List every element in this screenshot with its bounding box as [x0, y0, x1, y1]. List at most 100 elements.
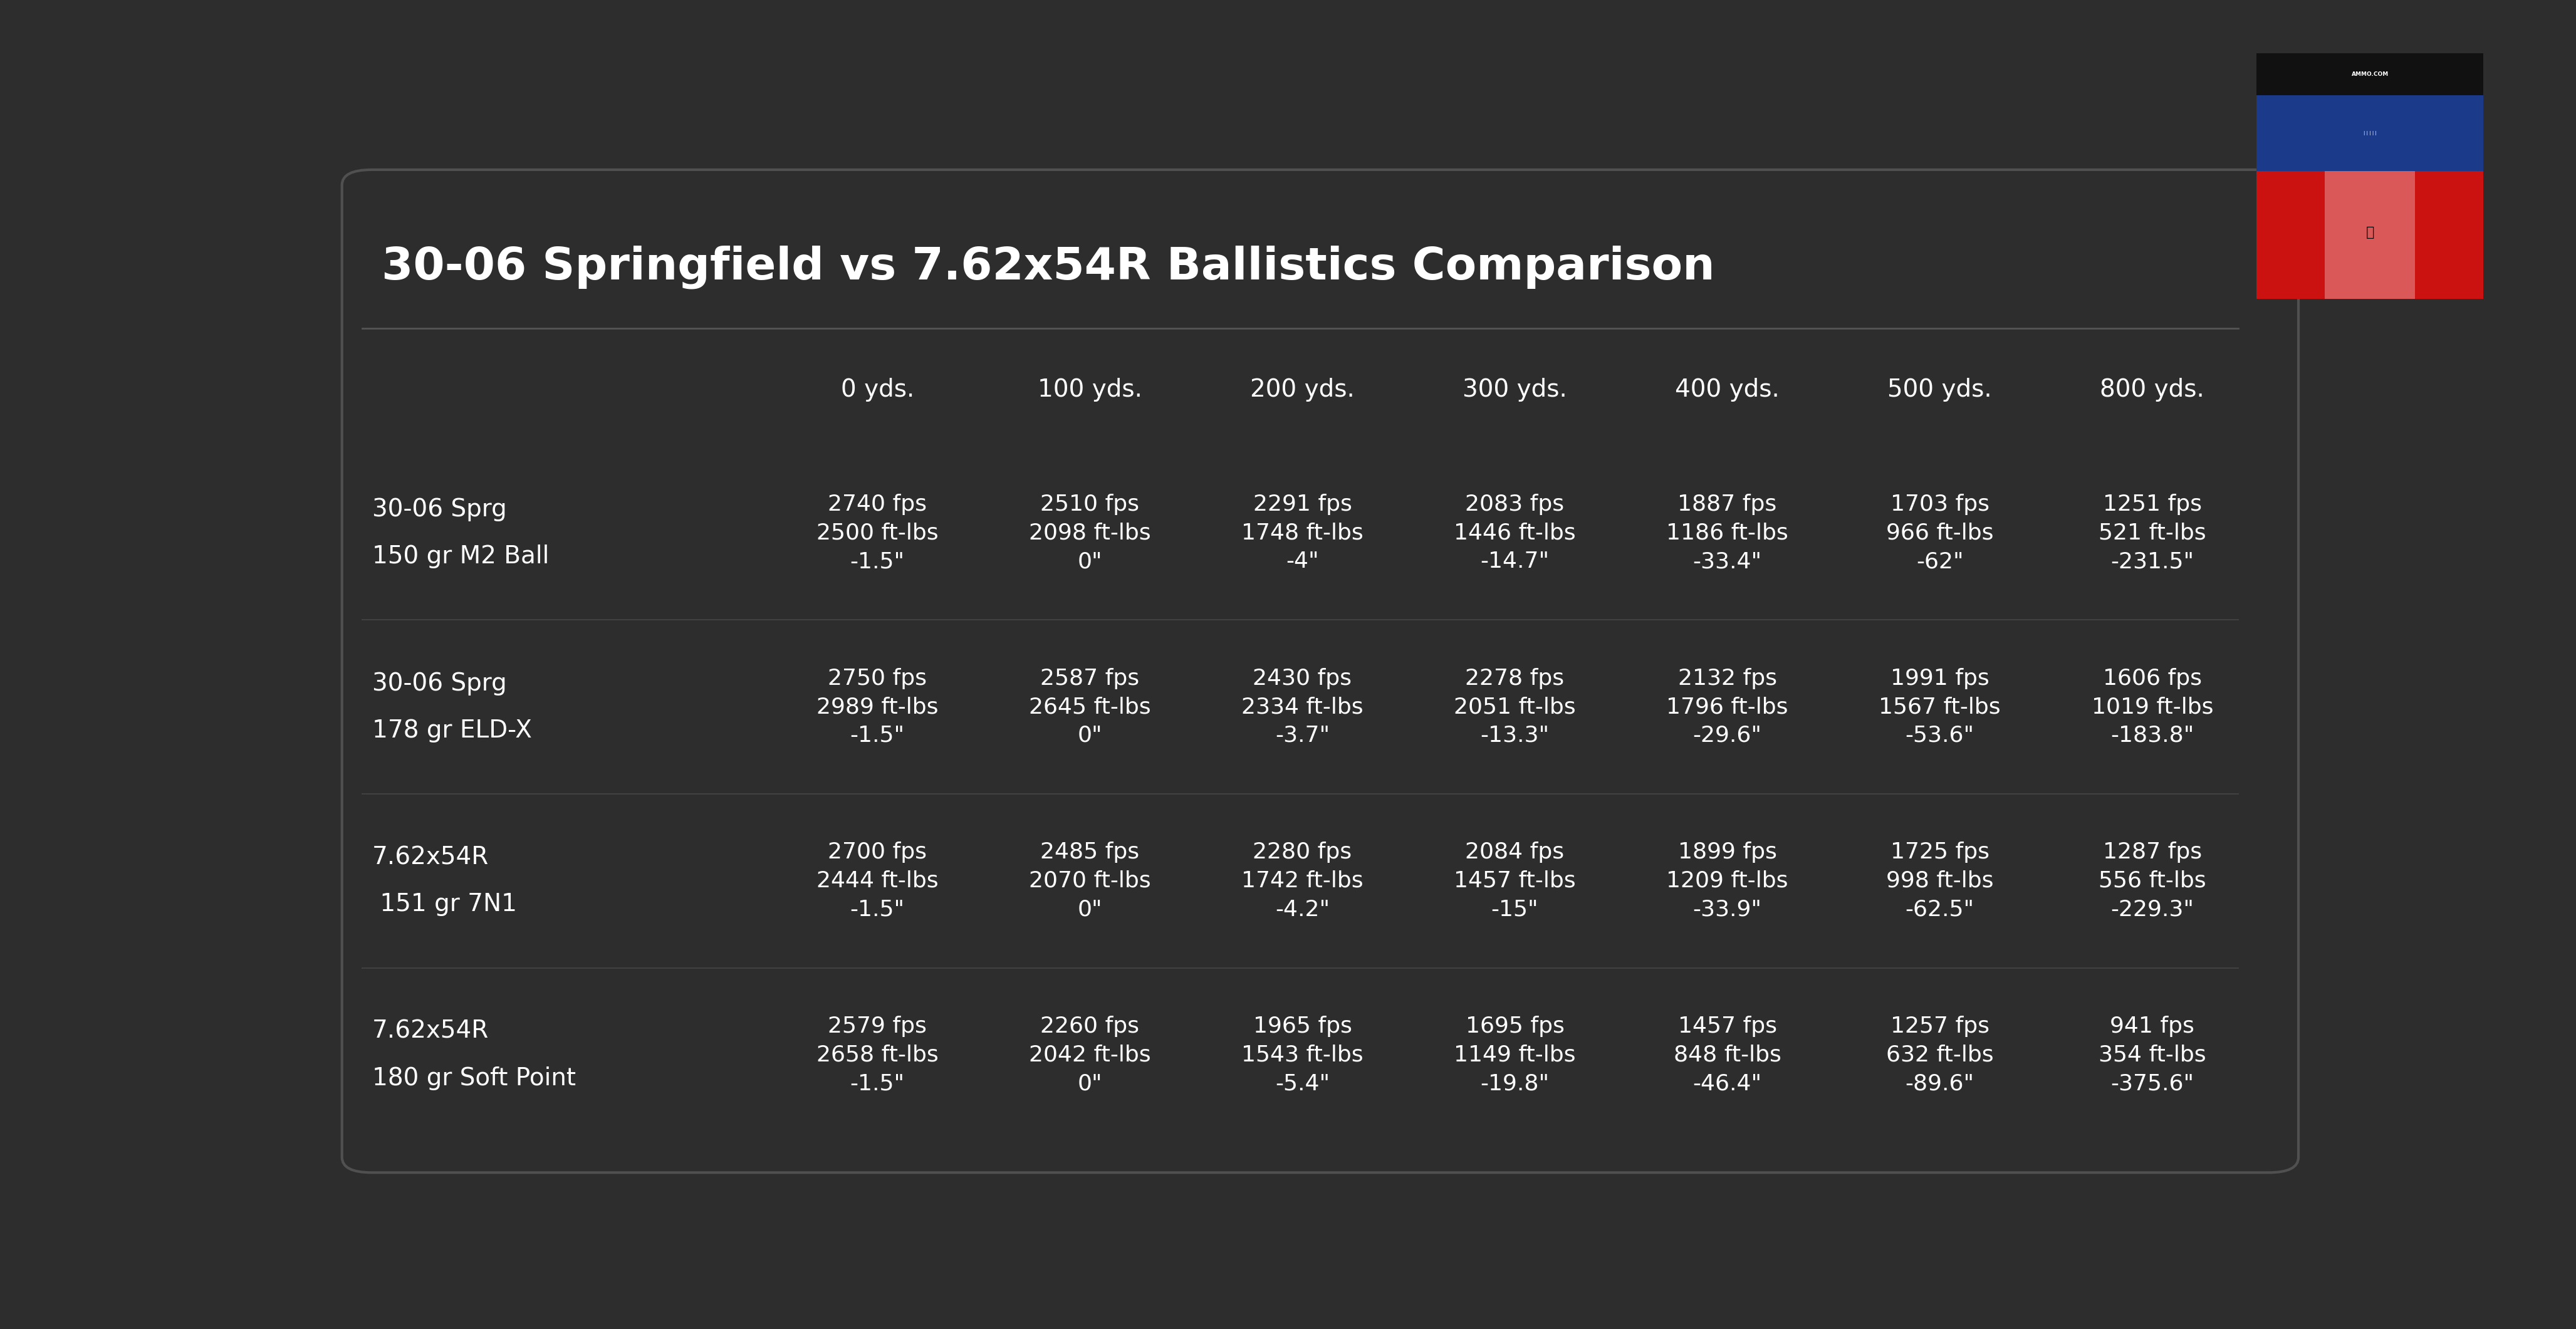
- Text: 200 yds.: 200 yds.: [1249, 377, 1355, 401]
- Text: 521 ft-lbs: 521 ft-lbs: [2099, 522, 2205, 544]
- Text: 1257 fps: 1257 fps: [1891, 1015, 1989, 1037]
- Text: AMMO.COM: AMMO.COM: [2352, 72, 2388, 77]
- Text: 30-06 Sprg: 30-06 Sprg: [371, 497, 507, 521]
- Text: -14.7": -14.7": [1481, 552, 1548, 573]
- Text: -375.6": -375.6": [2110, 1073, 2195, 1094]
- Text: 1748 ft-lbs: 1748 ft-lbs: [1242, 522, 1363, 544]
- Text: 1695 fps: 1695 fps: [1466, 1015, 1564, 1037]
- Text: 1796 ft-lbs: 1796 ft-lbs: [1667, 696, 1788, 718]
- Text: 30-06 Springfield vs 7.62x54R Ballistics Comparison: 30-06 Springfield vs 7.62x54R Ballistics…: [381, 245, 1716, 288]
- Text: 1186 ft-lbs: 1186 ft-lbs: [1667, 522, 1788, 544]
- Text: -46.4": -46.4": [1692, 1073, 1762, 1094]
- Text: 2278 fps: 2278 fps: [1466, 667, 1564, 688]
- Text: 1887 fps: 1887 fps: [1677, 493, 1777, 516]
- Text: -1.5": -1.5": [850, 898, 904, 920]
- Text: 2070 ft-lbs: 2070 ft-lbs: [1028, 870, 1151, 892]
- Text: 1287 fps: 1287 fps: [2102, 841, 2202, 863]
- Text: 941 fps: 941 fps: [2110, 1015, 2195, 1037]
- Text: 2579 fps: 2579 fps: [827, 1015, 927, 1037]
- Text: -4.2": -4.2": [1275, 898, 1329, 920]
- Bar: [2324, 171, 2416, 299]
- Text: 178 gr ELD-X: 178 gr ELD-X: [371, 719, 531, 743]
- Text: 632 ft-lbs: 632 ft-lbs: [1886, 1045, 1994, 1066]
- Text: | | | | |: | | | | |: [2362, 130, 2378, 136]
- Text: -231.5": -231.5": [2110, 552, 2195, 573]
- Text: 1742 ft-lbs: 1742 ft-lbs: [1242, 870, 1363, 892]
- Text: 2500 ft-lbs: 2500 ft-lbs: [817, 522, 938, 544]
- Text: -19.8": -19.8": [1481, 1073, 1548, 1094]
- Text: -33.4": -33.4": [1692, 552, 1762, 573]
- Text: 1149 ft-lbs: 1149 ft-lbs: [1453, 1045, 1577, 1066]
- Text: 0": 0": [1077, 552, 1103, 573]
- Text: 100 yds.: 100 yds.: [1038, 377, 1141, 401]
- Text: 2083 fps: 2083 fps: [1466, 493, 1564, 516]
- Text: 0": 0": [1077, 724, 1103, 747]
- Text: 1725 fps: 1725 fps: [1891, 841, 1989, 863]
- Text: 2051 ft-lbs: 2051 ft-lbs: [1453, 696, 1577, 718]
- Text: 2084 fps: 2084 fps: [1466, 841, 1564, 863]
- Text: 2740 fps: 2740 fps: [827, 493, 927, 516]
- Text: 2989 ft-lbs: 2989 ft-lbs: [817, 696, 938, 718]
- Text: 500 yds.: 500 yds.: [1888, 377, 1991, 401]
- Text: -4": -4": [1285, 552, 1319, 573]
- Text: -89.6": -89.6": [1906, 1073, 1973, 1094]
- Text: 7.62x54R: 7.62x54R: [371, 1019, 489, 1043]
- Text: -33.9": -33.9": [1692, 898, 1762, 920]
- Text: 2042 ft-lbs: 2042 ft-lbs: [1028, 1045, 1151, 1066]
- Text: 1991 fps: 1991 fps: [1891, 667, 1989, 688]
- Text: 151 gr 7N1: 151 gr 7N1: [371, 893, 518, 917]
- Text: 150 gr M2 Ball: 150 gr M2 Ball: [371, 545, 549, 569]
- Text: 1457 ft-lbs: 1457 ft-lbs: [1453, 870, 1577, 892]
- Text: 2132 fps: 2132 fps: [1677, 667, 1777, 688]
- Text: 1019 ft-lbs: 1019 ft-lbs: [2092, 696, 2213, 718]
- Text: 2587 fps: 2587 fps: [1041, 667, 1139, 688]
- Text: 2658 ft-lbs: 2658 ft-lbs: [817, 1045, 938, 1066]
- Text: 1543 ft-lbs: 1543 ft-lbs: [1242, 1045, 1363, 1066]
- Text: -15": -15": [1492, 898, 1538, 920]
- Text: -5.4": -5.4": [1275, 1073, 1329, 1094]
- Text: 0 yds.: 0 yds.: [840, 377, 914, 401]
- Text: 354 ft-lbs: 354 ft-lbs: [2099, 1045, 2205, 1066]
- Text: 1446 ft-lbs: 1446 ft-lbs: [1453, 522, 1577, 544]
- Text: 1606 fps: 1606 fps: [2102, 667, 2202, 688]
- Text: -53.6": -53.6": [1906, 724, 1973, 747]
- Text: -1.5": -1.5": [850, 1073, 904, 1094]
- Text: 2291 fps: 2291 fps: [1252, 493, 1352, 516]
- Text: 🐍: 🐍: [2365, 226, 2375, 239]
- Text: 7.62x54R: 7.62x54R: [371, 845, 489, 869]
- Text: 30-06 Sprg: 30-06 Sprg: [371, 671, 507, 695]
- Text: 2280 fps: 2280 fps: [1252, 841, 1352, 863]
- Text: 0": 0": [1077, 1073, 1103, 1094]
- Text: 1899 fps: 1899 fps: [1677, 841, 1777, 863]
- Text: 2750 fps: 2750 fps: [827, 667, 927, 688]
- Bar: [2257, 94, 2483, 171]
- Text: 180 gr Soft Point: 180 gr Soft Point: [371, 1067, 574, 1090]
- Text: 800 yds.: 800 yds.: [2099, 377, 2205, 401]
- Text: 2700 fps: 2700 fps: [827, 841, 927, 863]
- Text: 400 yds.: 400 yds.: [1674, 377, 1780, 401]
- Text: 1457 fps: 1457 fps: [1677, 1015, 1777, 1037]
- Text: -13.3": -13.3": [1481, 724, 1548, 747]
- Text: 2260 fps: 2260 fps: [1041, 1015, 1139, 1037]
- Text: -3.7": -3.7": [1275, 724, 1329, 747]
- Bar: [2257, 171, 2483, 299]
- Text: -229.3": -229.3": [2110, 898, 2195, 920]
- Text: 1251 fps: 1251 fps: [2102, 493, 2202, 516]
- Text: 966 ft-lbs: 966 ft-lbs: [1886, 522, 1994, 544]
- Text: -183.8": -183.8": [2110, 724, 2195, 747]
- Text: 2430 fps: 2430 fps: [1252, 667, 1352, 688]
- Text: 1965 fps: 1965 fps: [1252, 1015, 1352, 1037]
- Text: 2444 ft-lbs: 2444 ft-lbs: [817, 870, 938, 892]
- Text: -1.5": -1.5": [850, 724, 904, 747]
- Text: 2485 fps: 2485 fps: [1041, 841, 1139, 863]
- Bar: [2257, 53, 2483, 94]
- Text: 300 yds.: 300 yds.: [1463, 377, 1566, 401]
- Text: 556 ft-lbs: 556 ft-lbs: [2099, 870, 2205, 892]
- Text: 1567 ft-lbs: 1567 ft-lbs: [1878, 696, 2002, 718]
- Text: -62.5": -62.5": [1906, 898, 1973, 920]
- Text: 848 ft-lbs: 848 ft-lbs: [1674, 1045, 1780, 1066]
- Text: 1703 fps: 1703 fps: [1891, 493, 1989, 516]
- Text: 2334 ft-lbs: 2334 ft-lbs: [1242, 696, 1363, 718]
- Text: -62": -62": [1917, 552, 1963, 573]
- Text: 998 ft-lbs: 998 ft-lbs: [1886, 870, 1994, 892]
